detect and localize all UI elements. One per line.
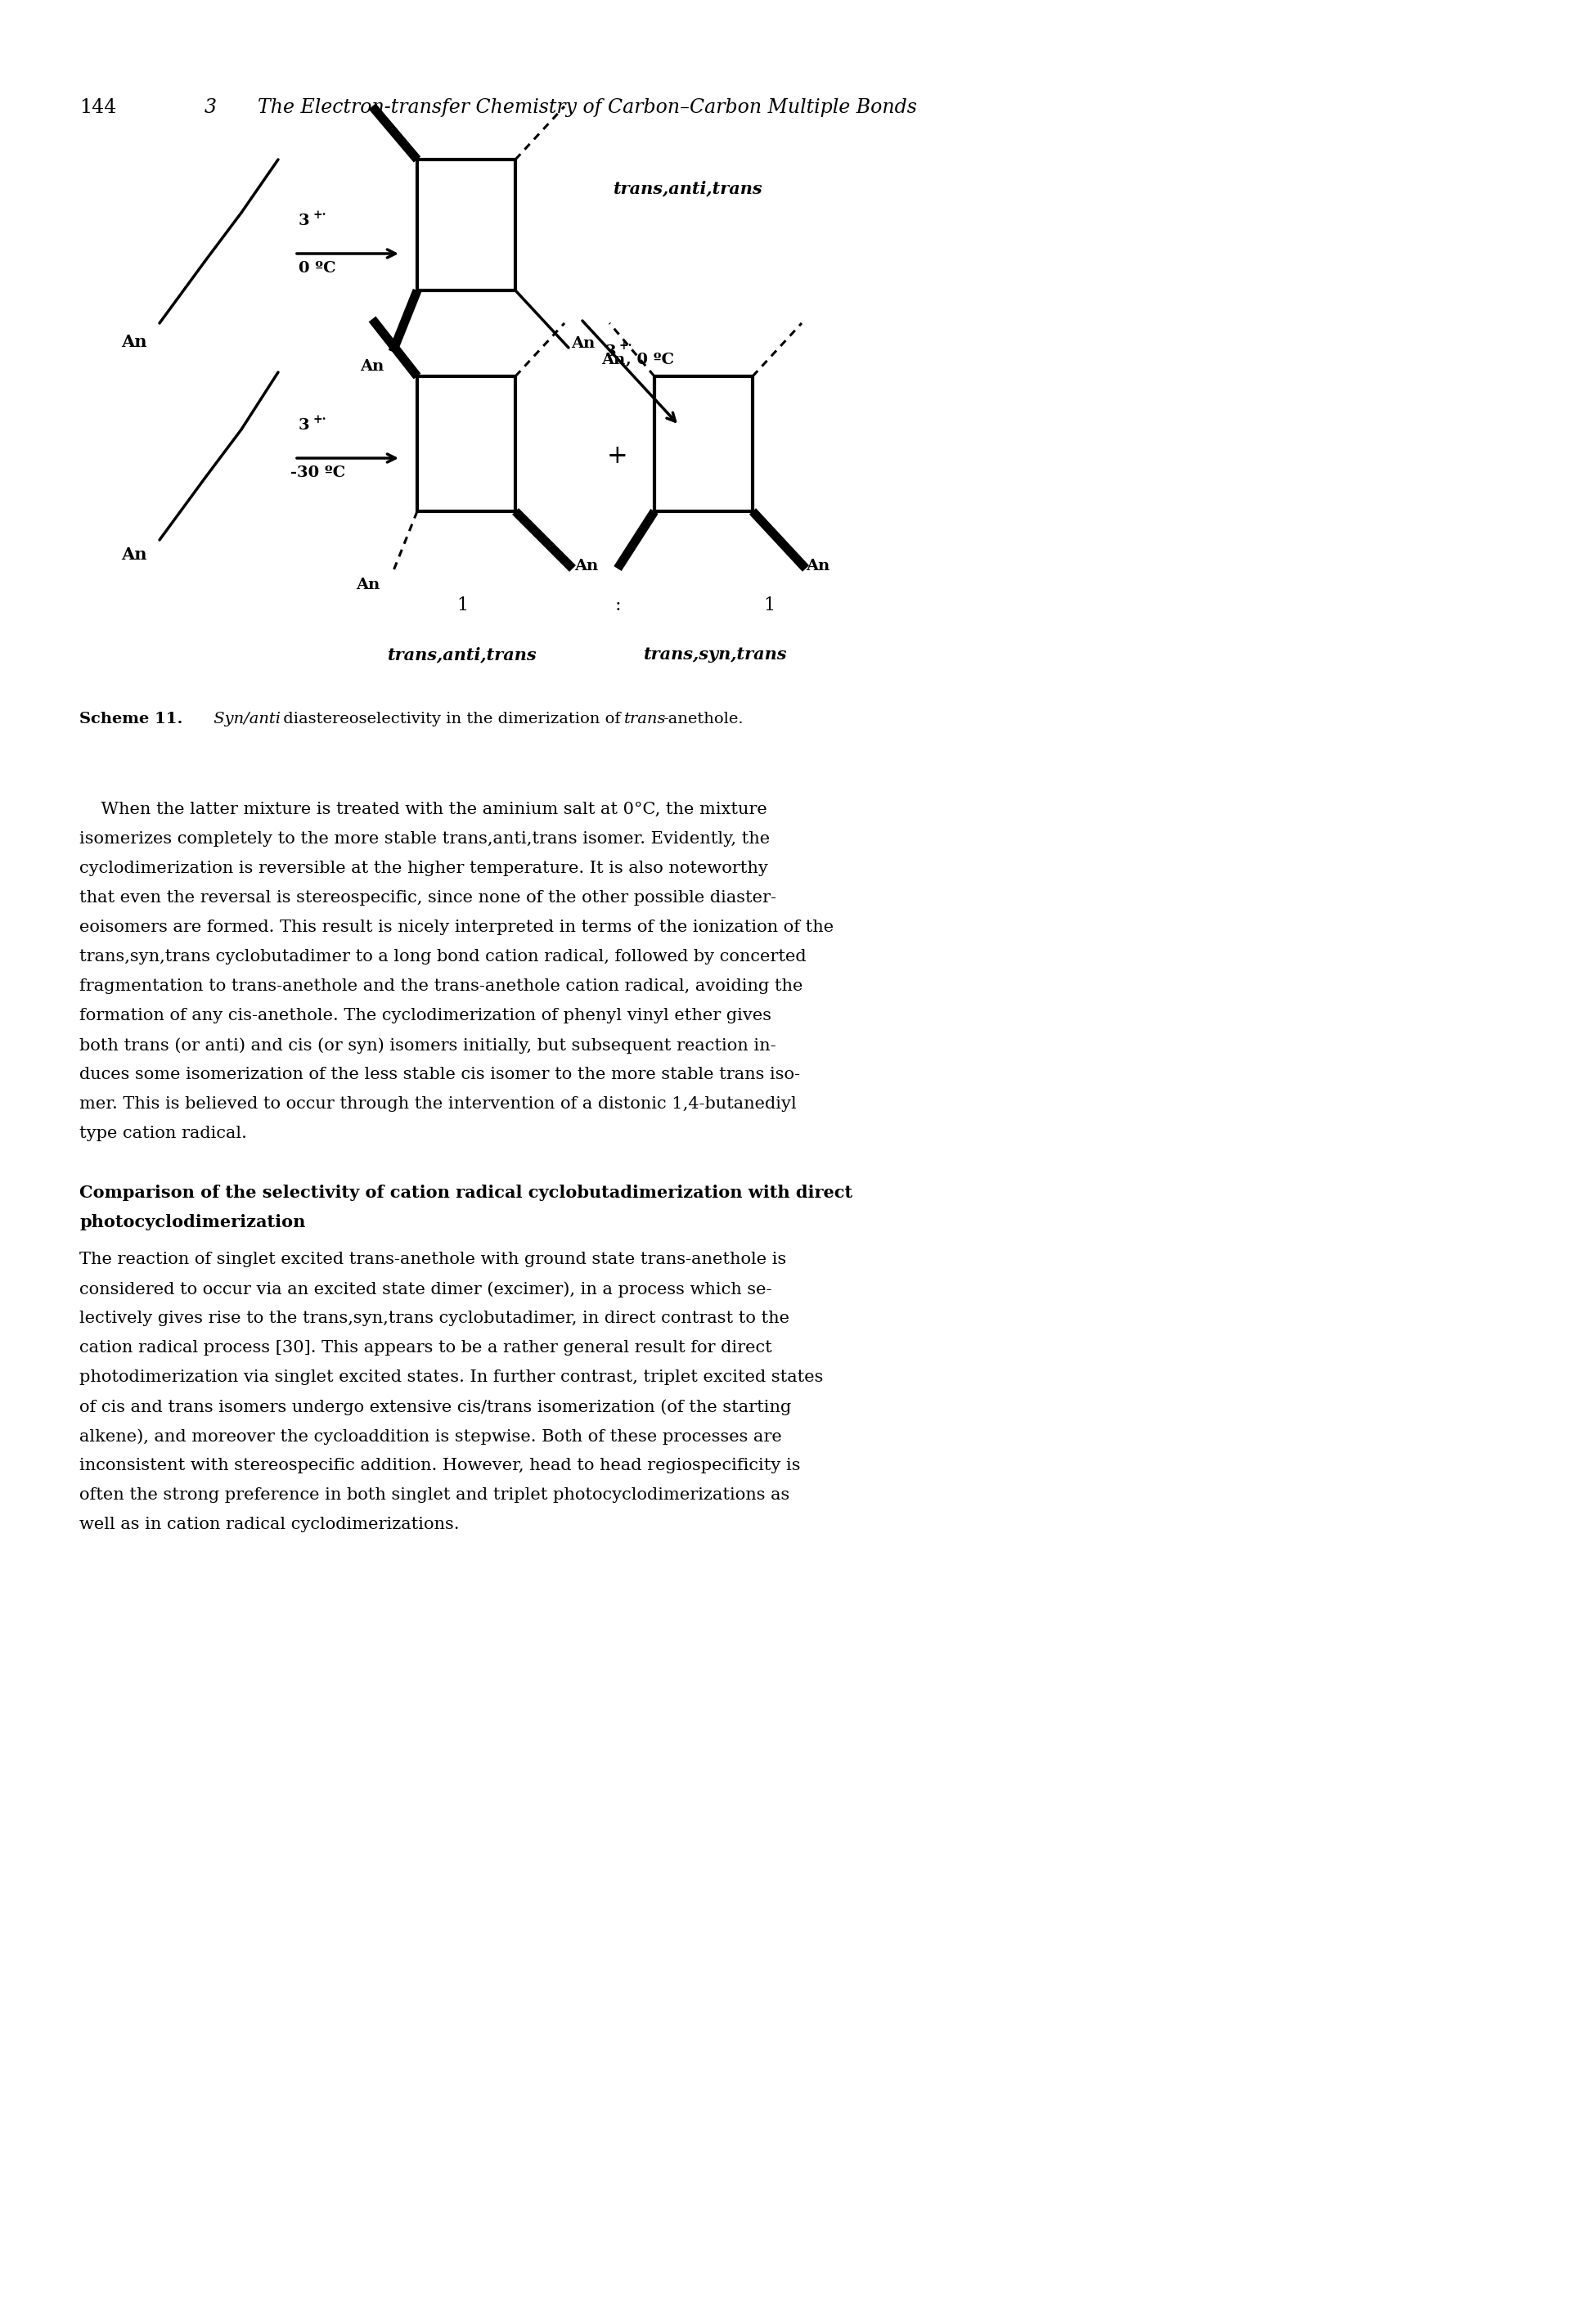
Text: Syn/anti: Syn/anti (209, 713, 281, 727)
Text: An: An (361, 360, 385, 374)
Text: The reaction of singlet excited trans-anethole with ground state trans-anethole : The reaction of singlet excited trans-an… (80, 1253, 787, 1267)
Text: :: : (614, 598, 621, 614)
Text: 3: 3 (298, 418, 310, 434)
Text: both trans (or anti) and cis (or syn) isomers initially, but subsequent reaction: both trans (or anti) and cis (or syn) is… (80, 1038, 776, 1054)
Text: type cation radical.: type cation radical. (80, 1126, 247, 1142)
Text: considered to occur via an excited state dimer (excimer), in a process which se-: considered to occur via an excited state… (80, 1280, 772, 1297)
Text: eoisomers are formed. This result is nicely interpreted in terms of the ionizati: eoisomers are formed. This result is nic… (80, 920, 833, 934)
Text: of cis and trans isomers undergo extensive cis/trans isomerization (of the start: of cis and trans isomers undergo extensi… (80, 1398, 792, 1414)
Text: 144: 144 (80, 99, 117, 118)
Text: lectively gives rise to the trans,syn,trans cyclobutadimer, in direct contrast t: lectively gives rise to the trans,syn,tr… (80, 1310, 790, 1327)
Text: mer. This is believed to occur through the intervention of a distonic 1,4-butane: mer. This is believed to occur through t… (80, 1096, 796, 1112)
Text: An: An (806, 558, 830, 574)
Text: +·: +· (619, 341, 632, 351)
Text: 0 ºC: 0 ºC (298, 261, 335, 277)
Text: duces some isomerization of the less stable cis isomer to the more stable trans : duces some isomerization of the less sta… (80, 1066, 800, 1082)
Text: The Electron-transfer Chemistry of Carbon–Carbon Multiple Bonds: The Electron-transfer Chemistry of Carbo… (257, 99, 918, 118)
Text: trans,syn,trans: trans,syn,trans (645, 646, 787, 662)
Text: -anethole.: -anethole. (662, 713, 744, 727)
Text: -30 ºC: -30 ºC (290, 466, 345, 480)
Text: 3: 3 (204, 99, 217, 118)
Text: trans,anti,trans: trans,anti,trans (388, 646, 536, 662)
Text: photocyclodimerization: photocyclodimerization (80, 1213, 305, 1230)
Text: that even the reversal is stereospecific, since none of the other possible diast: that even the reversal is stereospecific… (80, 891, 776, 907)
Text: formation of any cis-anethole. The cyclodimerization of phenyl vinyl ether gives: formation of any cis-anethole. The cyclo… (80, 1008, 771, 1024)
Text: Comparison of the selectivity of cation radical cyclobutadimerization with direc: Comparison of the selectivity of cation … (80, 1183, 852, 1202)
Text: photodimerization via singlet excited states. In further contrast, triplet excit: photodimerization via singlet excited st… (80, 1370, 824, 1384)
Text: cation radical process [30]. This appears to be a rather general result for dire: cation radical process [30]. This appear… (80, 1340, 772, 1357)
Text: An: An (575, 558, 598, 574)
Text: +·: +· (313, 413, 326, 424)
Text: trans,anti,trans: trans,anti,trans (613, 180, 763, 196)
Text: trans: trans (624, 713, 666, 727)
Text: When the latter mixture is treated with the aminium salt at 0°C, the mixture: When the latter mixture is treated with … (80, 803, 768, 817)
Text: , 0 ºC: , 0 ºC (626, 353, 674, 367)
Text: 3: 3 (605, 344, 616, 360)
Text: often the strong preference in both singlet and triplet photocyclodimerizations : often the strong preference in both sing… (80, 1488, 790, 1502)
Text: alkene), and moreover the cycloaddition is stepwise. Both of these processes are: alkene), and moreover the cycloaddition … (80, 1428, 782, 1444)
Text: trans,syn,trans cyclobutadimer to a long bond cation radical, followed by concer: trans,syn,trans cyclobutadimer to a long… (80, 948, 806, 964)
Text: An: An (356, 577, 380, 593)
Text: +: + (606, 443, 629, 468)
Text: An: An (121, 547, 147, 563)
Text: well as in cation radical cyclodimerizations.: well as in cation radical cyclodimerizat… (80, 1516, 460, 1532)
Text: Scheme 11.: Scheme 11. (80, 713, 182, 727)
Text: +·: +· (313, 210, 326, 221)
Text: An: An (571, 337, 595, 351)
Text: 3: 3 (298, 215, 310, 228)
Text: isomerizes completely to the more stable trans,anti,trans isomer. Evidently, the: isomerizes completely to the more stable… (80, 831, 769, 847)
Text: cyclodimerization is reversible at the higher temperature. It is also noteworthy: cyclodimerization is reversible at the h… (80, 861, 768, 877)
Text: 1: 1 (763, 598, 774, 614)
Text: fragmentation to trans-anethole and the trans-anethole cation radical, avoiding : fragmentation to trans-anethole and the … (80, 978, 803, 994)
Text: An: An (602, 353, 626, 367)
Text: 1: 1 (456, 598, 468, 614)
Text: An: An (121, 335, 147, 351)
Text: inconsistent with stereospecific addition. However, head to head regiospecificit: inconsistent with stereospecific additio… (80, 1458, 801, 1474)
Text: diastereoselectivity in the dimerization of: diastereoselectivity in the dimerization… (278, 713, 626, 727)
